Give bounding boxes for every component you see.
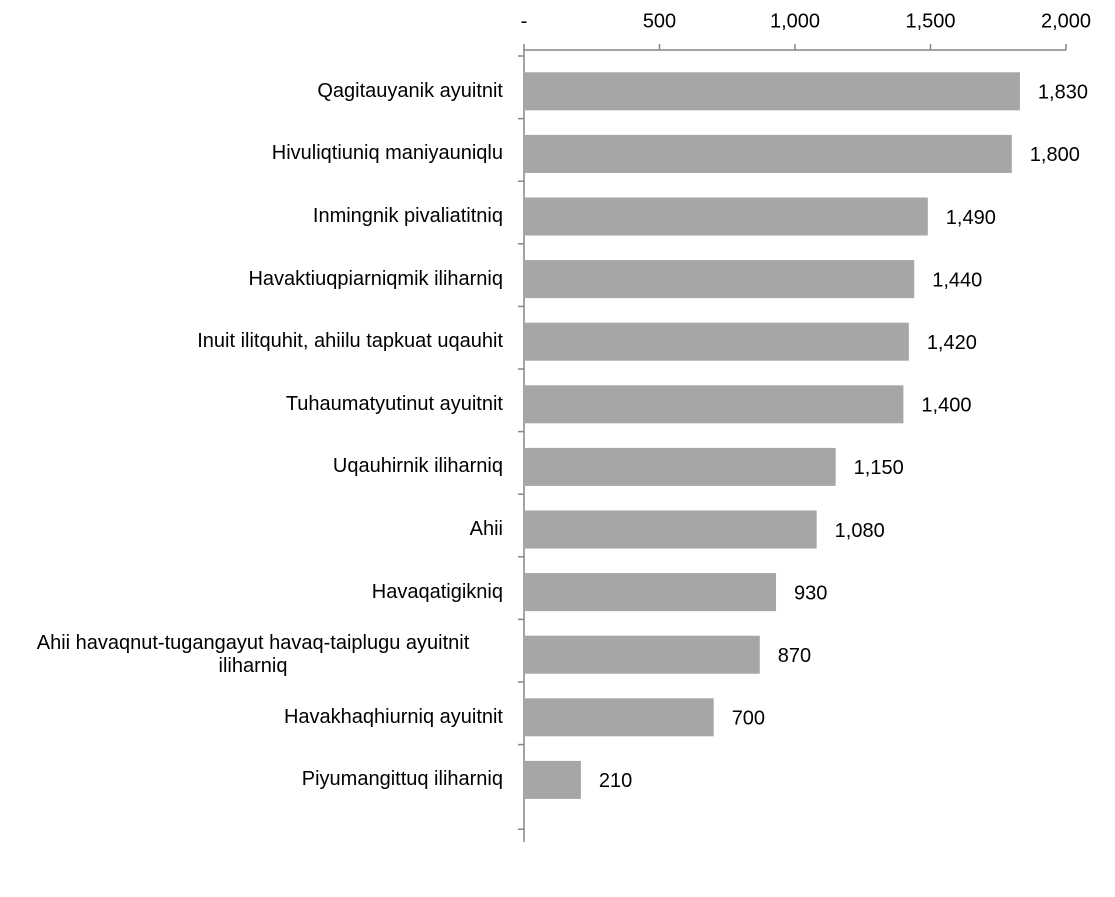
bar bbox=[524, 72, 1020, 111]
bar bbox=[524, 197, 928, 236]
category-label-box: Havaktiuqpiarniqmik iliharniq bbox=[248, 249, 503, 309]
category-label-box: Havaqatigikniq bbox=[372, 562, 503, 622]
bar bbox=[524, 260, 915, 299]
value-label: 1,420 bbox=[927, 332, 977, 354]
bar bbox=[524, 322, 909, 361]
y-tick-label: Havaqatigikniq bbox=[371, 580, 503, 603]
y-tick-label: Ahii bbox=[469, 518, 503, 540]
value-label: 1,150 bbox=[854, 457, 904, 479]
value-label: 1,080 bbox=[835, 520, 885, 542]
x-tick-label: - bbox=[521, 10, 528, 32]
value-label: 1,490 bbox=[946, 207, 996, 229]
x-tick-label: 1,500 bbox=[905, 10, 955, 32]
bar bbox=[524, 510, 817, 549]
value-label: 1,800 bbox=[1030, 144, 1080, 166]
category-label-box: Uqauhirnik iliharniq bbox=[333, 437, 503, 497]
bar bbox=[524, 573, 777, 612]
category-label-box: Ahii bbox=[470, 500, 503, 560]
x-tick-label: 1,000 bbox=[770, 10, 820, 32]
value-label: 1,440 bbox=[932, 269, 982, 291]
x-tick-label: 2,000 bbox=[1041, 10, 1091, 32]
y-tick-label: Havaktiuqpiarniqmik iliharniq bbox=[248, 267, 503, 290]
category-label-box: Havakhaqhiurniq ayuitnit bbox=[284, 687, 503, 747]
value-label: 1,830 bbox=[1038, 82, 1088, 104]
x-tick-label: 500 bbox=[643, 10, 676, 32]
value-label: 210 bbox=[599, 770, 632, 792]
category-label-box: Tuhaumatyutinut ayuitnit bbox=[286, 374, 503, 434]
category-label-box: Inuit ilitquhit, ahiilu tapkuat uqauhit bbox=[197, 312, 503, 372]
y-tick-label: Inuit ilitquhit, ahiilu tapkuat uqauhit bbox=[197, 330, 503, 353]
y-tick-label: Ahii havaqnut-tugangayut havaq-taiplugu … bbox=[36, 631, 470, 677]
category-label-box: Inmingnik pivaliatitniq bbox=[313, 187, 503, 247]
bar bbox=[524, 447, 836, 486]
category-label-box: Hivuliqtiuniq maniyauniqlu bbox=[272, 124, 503, 184]
value-label: 930 bbox=[794, 582, 827, 604]
category-label-box: Qagitauyanik ayuitnit bbox=[317, 61, 503, 121]
category-label-box: Ahii havaqnut-tugangayut havaq-taiplugu … bbox=[3, 625, 503, 685]
value-label: 1,400 bbox=[921, 395, 971, 417]
y-tick-label: Inmingnik pivaliatitniq bbox=[312, 205, 503, 227]
bar bbox=[524, 385, 904, 424]
value-label: 700 bbox=[732, 708, 765, 730]
bar bbox=[524, 760, 581, 799]
bar bbox=[524, 134, 1012, 173]
bar bbox=[524, 635, 760, 674]
category-label-box: Piyumangittuq iliharniq bbox=[302, 750, 503, 810]
y-tick-label: Havakhaqhiurniq ayuitnit bbox=[283, 705, 503, 728]
y-tick-label: Uqauhirnik iliharniq bbox=[332, 455, 503, 478]
value-label: 870 bbox=[778, 645, 811, 667]
y-tick-label: Tuhaumatyutinut ayuitnit bbox=[285, 392, 503, 415]
bar bbox=[524, 698, 714, 737]
y-tick-label: Qagitauyanik ayuitnit bbox=[317, 79, 503, 102]
y-tick-label: Hivuliqtiuniq maniyauniqlu bbox=[271, 142, 503, 165]
y-tick-label: Piyumangittuq iliharniq bbox=[301, 768, 503, 791]
